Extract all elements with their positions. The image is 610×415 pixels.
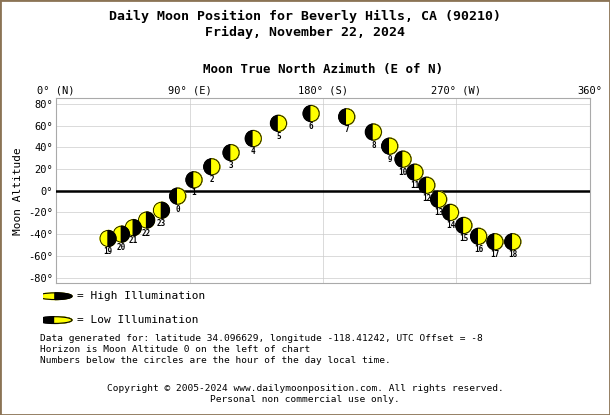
Ellipse shape xyxy=(471,228,487,244)
Polygon shape xyxy=(178,188,185,204)
Text: 1: 1 xyxy=(192,188,196,198)
Polygon shape xyxy=(231,145,239,161)
Ellipse shape xyxy=(170,188,185,204)
Polygon shape xyxy=(427,177,435,193)
Text: 21: 21 xyxy=(129,236,138,245)
Polygon shape xyxy=(439,191,447,208)
Ellipse shape xyxy=(395,151,411,167)
Polygon shape xyxy=(464,217,472,234)
Ellipse shape xyxy=(487,234,503,250)
Ellipse shape xyxy=(431,191,447,208)
Polygon shape xyxy=(162,202,170,218)
Text: 17: 17 xyxy=(490,250,500,259)
Text: Personal non commercial use only.: Personal non commercial use only. xyxy=(210,395,400,404)
Polygon shape xyxy=(55,293,72,300)
Text: Daily Moon Position for Beverly Hills, CA (90210): Daily Moon Position for Beverly Hills, C… xyxy=(109,10,501,24)
Ellipse shape xyxy=(245,131,261,146)
Polygon shape xyxy=(451,205,459,220)
Text: 22: 22 xyxy=(142,229,151,237)
Text: 20: 20 xyxy=(117,243,126,251)
Text: = Low Illumination: = Low Illumination xyxy=(77,315,198,325)
Text: 4: 4 xyxy=(251,147,256,156)
Circle shape xyxy=(38,293,72,300)
Ellipse shape xyxy=(113,226,129,242)
Y-axis label: Moon Altitude: Moon Altitude xyxy=(13,147,23,234)
Polygon shape xyxy=(279,115,287,131)
Circle shape xyxy=(38,317,72,323)
Text: Numbers below the circles are the hour of the day local time.: Numbers below the circles are the hour o… xyxy=(40,356,390,366)
Polygon shape xyxy=(133,220,141,236)
Ellipse shape xyxy=(419,177,435,193)
Text: = High Illumination: = High Illumination xyxy=(77,291,205,301)
Polygon shape xyxy=(311,105,319,122)
Ellipse shape xyxy=(407,164,423,180)
Text: 11: 11 xyxy=(411,181,420,190)
Ellipse shape xyxy=(504,234,521,250)
Polygon shape xyxy=(479,228,487,244)
Text: 14: 14 xyxy=(446,221,455,230)
Ellipse shape xyxy=(138,212,154,228)
Ellipse shape xyxy=(456,217,472,234)
Text: 6: 6 xyxy=(309,122,314,131)
Ellipse shape xyxy=(125,220,142,236)
Text: 13: 13 xyxy=(434,208,443,217)
Polygon shape xyxy=(390,138,398,154)
Text: 16: 16 xyxy=(474,245,483,254)
Ellipse shape xyxy=(223,145,239,161)
Text: Friday, November 22, 2024: Friday, November 22, 2024 xyxy=(205,26,405,39)
Polygon shape xyxy=(121,226,129,242)
Text: Copyright © 2005-2024 www.dailymoonposition.com. All rights reserved.: Copyright © 2005-2024 www.dailymoonposit… xyxy=(107,384,503,393)
Ellipse shape xyxy=(153,202,170,218)
Ellipse shape xyxy=(204,159,220,175)
Text: 8: 8 xyxy=(371,141,376,149)
Text: 0: 0 xyxy=(176,205,180,214)
Text: 23: 23 xyxy=(157,219,166,228)
Ellipse shape xyxy=(100,230,116,247)
Text: 9: 9 xyxy=(387,155,392,164)
Polygon shape xyxy=(194,172,202,188)
Text: 12: 12 xyxy=(422,194,431,203)
Ellipse shape xyxy=(365,124,381,140)
Ellipse shape xyxy=(339,109,355,125)
Text: 15: 15 xyxy=(459,234,468,243)
Ellipse shape xyxy=(442,205,459,220)
Text: 18: 18 xyxy=(508,250,517,259)
Polygon shape xyxy=(108,230,116,247)
Polygon shape xyxy=(513,234,521,250)
Polygon shape xyxy=(55,317,72,323)
Title: Moon True North Azimuth (E of N): Moon True North Azimuth (E of N) xyxy=(203,63,443,76)
Text: 10: 10 xyxy=(398,168,407,177)
Ellipse shape xyxy=(186,172,202,188)
Text: Data generated for: latitude 34.096629, longitude -118.41242, UTC Offset = -8: Data generated for: latitude 34.096629, … xyxy=(40,334,483,343)
Ellipse shape xyxy=(303,105,319,122)
Ellipse shape xyxy=(270,115,287,131)
Polygon shape xyxy=(253,131,261,146)
Polygon shape xyxy=(495,234,503,250)
Text: 5: 5 xyxy=(276,132,281,141)
Ellipse shape xyxy=(382,138,398,154)
Polygon shape xyxy=(346,109,354,125)
Text: 2: 2 xyxy=(209,175,214,184)
Text: 3: 3 xyxy=(229,161,234,170)
Polygon shape xyxy=(212,159,220,175)
Polygon shape xyxy=(403,151,411,167)
Text: 19: 19 xyxy=(103,247,113,256)
Polygon shape xyxy=(146,212,154,228)
Polygon shape xyxy=(415,164,423,180)
Text: 7: 7 xyxy=(345,125,349,134)
Polygon shape xyxy=(373,124,381,140)
Text: Horizon is Moon Altitude 0 on the left of chart: Horizon is Moon Altitude 0 on the left o… xyxy=(40,345,310,354)
